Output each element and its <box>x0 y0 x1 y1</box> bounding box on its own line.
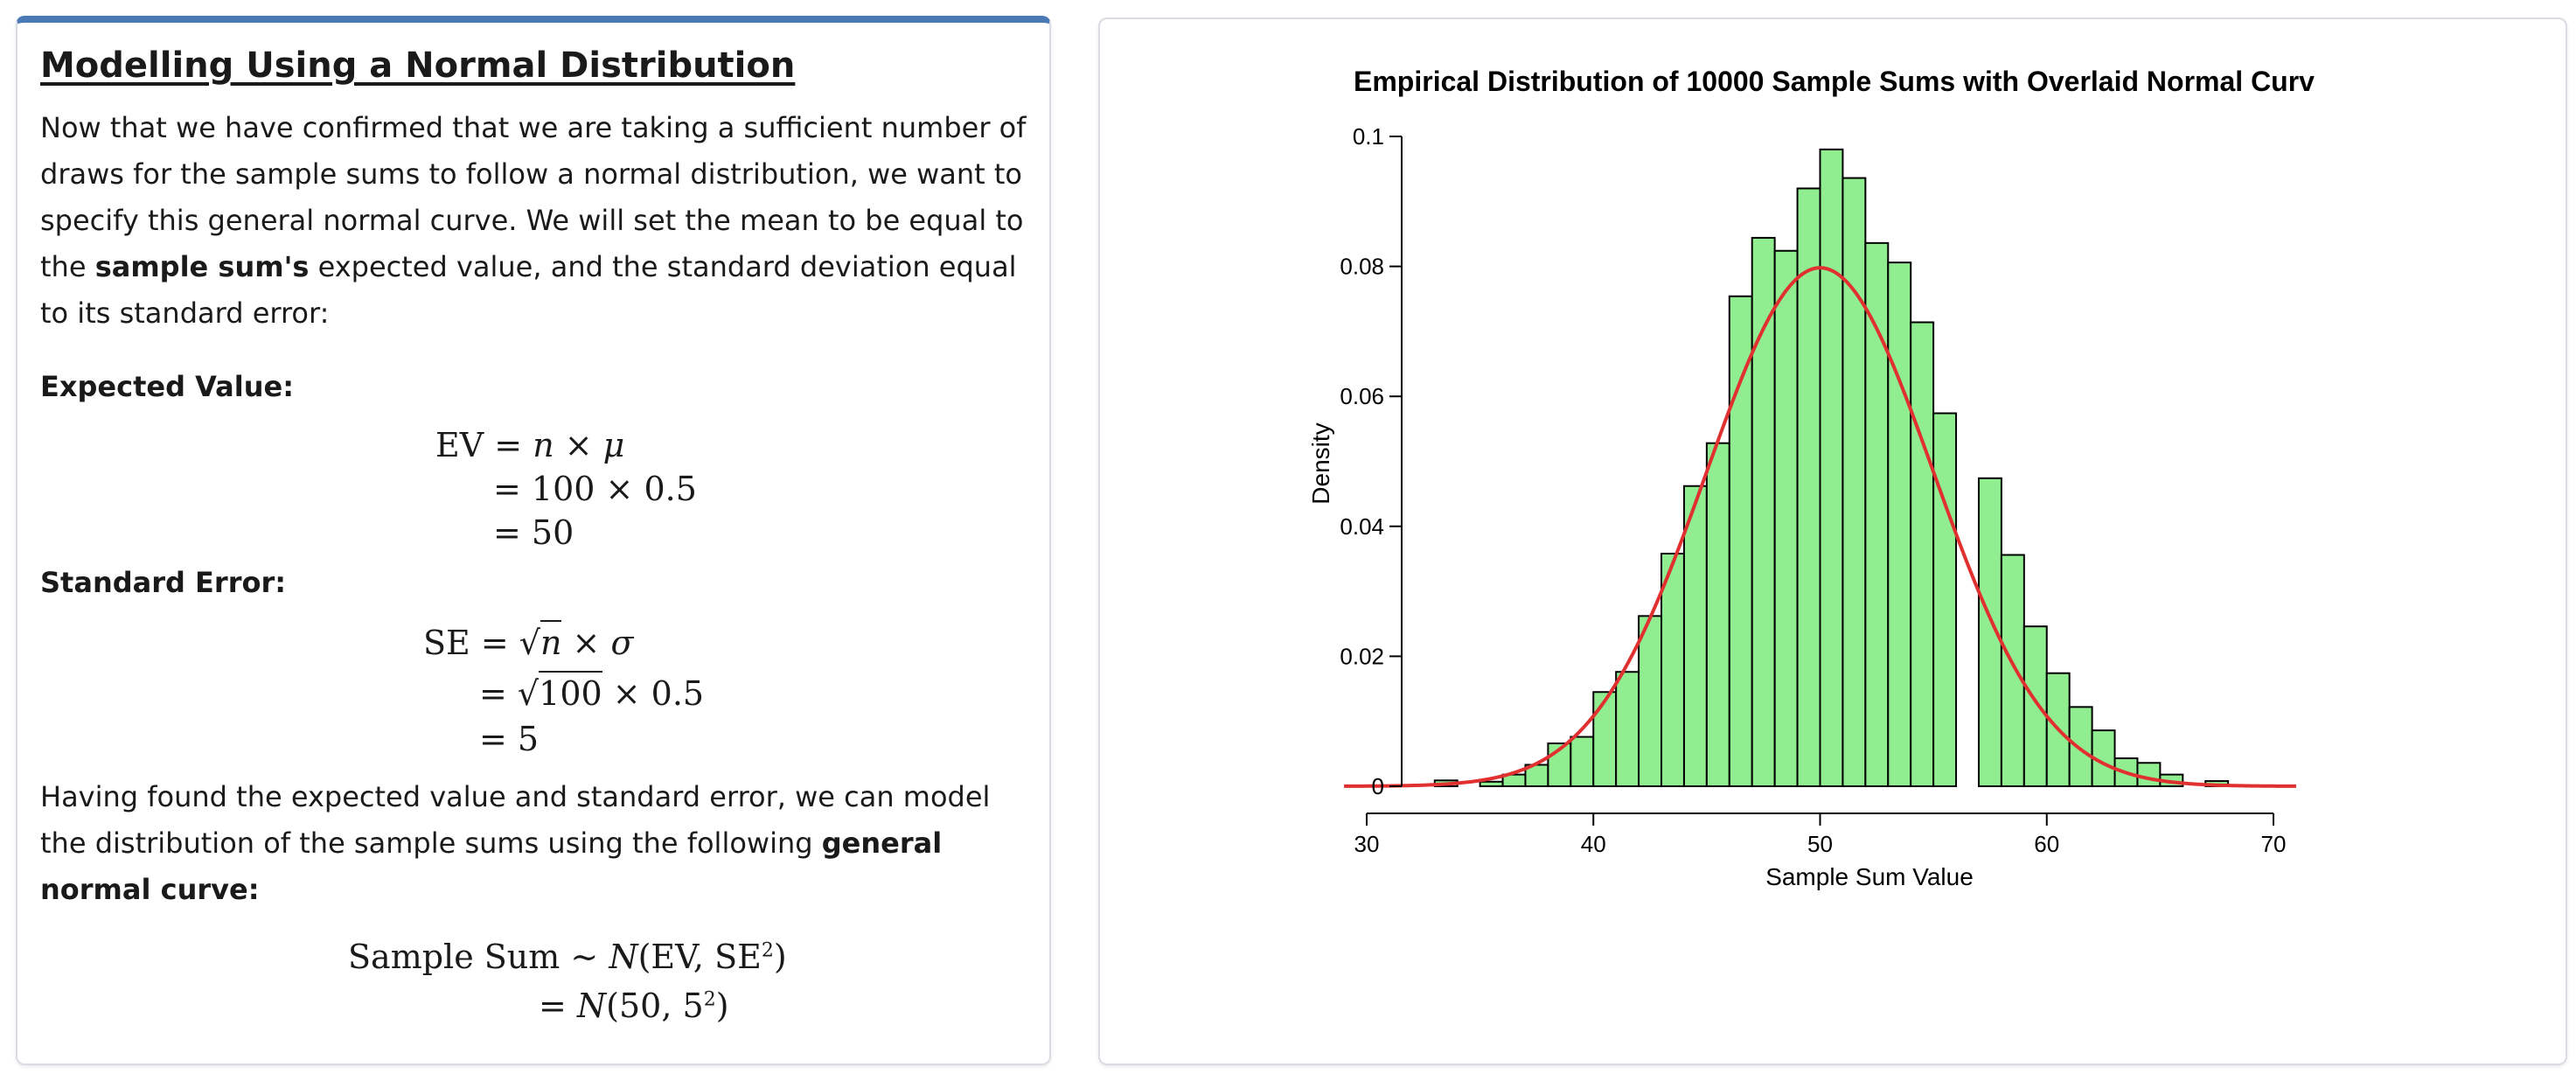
chart-panel: Empirical Distribution of 10000 Sample S… <box>1098 17 2567 1065</box>
model-line-1: Sample Sum ∼ N(EV, SE2) <box>348 938 787 976</box>
histogram-bar <box>1796 187 1821 787</box>
histogram-bar <box>1592 691 1618 788</box>
expected-value-equation: EV = n × μ = 100 × 0.5 = 50 <box>40 407 1027 552</box>
y-tick-label: 0.04 <box>1340 513 1384 540</box>
histogram-bars <box>1433 148 2230 788</box>
histogram-bar <box>2023 625 2048 787</box>
histogram-bar <box>2068 706 2093 787</box>
histogram-bar <box>1682 485 1708 787</box>
histogram-bar <box>1910 321 1935 787</box>
histogram-bar <box>2000 554 2025 787</box>
histogram-bar <box>1638 615 1663 787</box>
y-tick-label: 0.08 <box>1340 254 1384 280</box>
closing-paragraph: Having found the expected value and stan… <box>40 774 1027 913</box>
y-tick-label: 0.02 <box>1340 643 1384 669</box>
model-line-2: = N(50, 52) <box>539 987 729 1025</box>
histogram-bar <box>1841 177 1867 787</box>
standard-error-label: Standard Error: <box>40 566 287 599</box>
x-tick-label: 40 <box>1581 831 1606 857</box>
x-axis: 30 40 50 60 70 <box>1354 812 2287 857</box>
x-axis-label: Sample Sum Value <box>1765 863 1974 890</box>
section-heading: Modelling Using a Normal Distribution <box>40 45 796 86</box>
explanation-panel: Modelling Using a Normal Distribution No… <box>16 16 1051 1065</box>
ev-line-3: = 50 <box>493 513 574 552</box>
se-line-3: = 5 <box>479 720 540 758</box>
intro-text-2: expected value, and the standard deviati… <box>40 250 1017 330</box>
closing-text: Having found the expected value and stan… <box>40 780 991 860</box>
histogram-bar <box>1728 295 1753 787</box>
histogram-bar <box>2136 762 2162 788</box>
ev-line-2: = 100 × 0.5 <box>493 470 697 508</box>
standard-error-equation: SE = √n × σ = √100 × 0.5 = 5 <box>40 603 1027 758</box>
histogram-bar <box>1660 553 1685 787</box>
x-tick-label: 50 <box>1807 831 1833 857</box>
intro-bold-text: sample sum's <box>94 250 310 283</box>
x-tick-label: 70 <box>2261 831 2287 857</box>
histogram-chart: Empirical Distribution of 10000 Sample S… <box>1307 66 2315 890</box>
histogram-bar <box>1615 671 1640 787</box>
histogram-bar <box>1887 262 1912 787</box>
se-line-2: = √100 × 0.5 <box>479 671 704 713</box>
se-line-1: SE = √n × σ <box>423 620 633 662</box>
closing-bold-text: general normal curve: <box>40 826 943 906</box>
histogram-bar <box>1819 148 1844 788</box>
normal-curve <box>1344 266 2296 788</box>
y-tick-label: 0 <box>1372 773 1384 799</box>
histogram-bar <box>1570 736 1595 787</box>
histogram-bar <box>1932 412 1958 787</box>
intro-text-1: Now that we have confirmed that we are t… <box>40 111 1027 283</box>
expected-value-label: Expected Value: <box>40 370 294 403</box>
chart-title: Empirical Distribution of 10000 Sample S… <box>1354 66 2315 97</box>
y-axis: 0 0.02 0.04 0.06 0.08 0.1 <box>1340 123 1403 799</box>
y-axis-label: Density <box>1307 422 1334 504</box>
model-equation: Sample Sum ∼ N(EV, SE2) = N(50, 52) <box>40 913 1027 1025</box>
histogram-bar <box>1773 249 1799 787</box>
x-tick-label: 60 <box>2034 831 2059 857</box>
intro-paragraph: Now that we have confirmed that we are t… <box>40 105 1027 337</box>
histogram-bar <box>1751 236 1776 787</box>
ev-line-1: EV = n × μ <box>435 426 625 464</box>
x-tick-label: 30 <box>1354 831 1380 857</box>
y-tick-label: 0.06 <box>1340 383 1384 409</box>
y-tick-label: 0.1 <box>1353 123 1384 150</box>
histogram-bar <box>1705 442 1730 787</box>
histogram-bar <box>1864 241 1890 788</box>
histogram-bar <box>1479 780 1504 788</box>
